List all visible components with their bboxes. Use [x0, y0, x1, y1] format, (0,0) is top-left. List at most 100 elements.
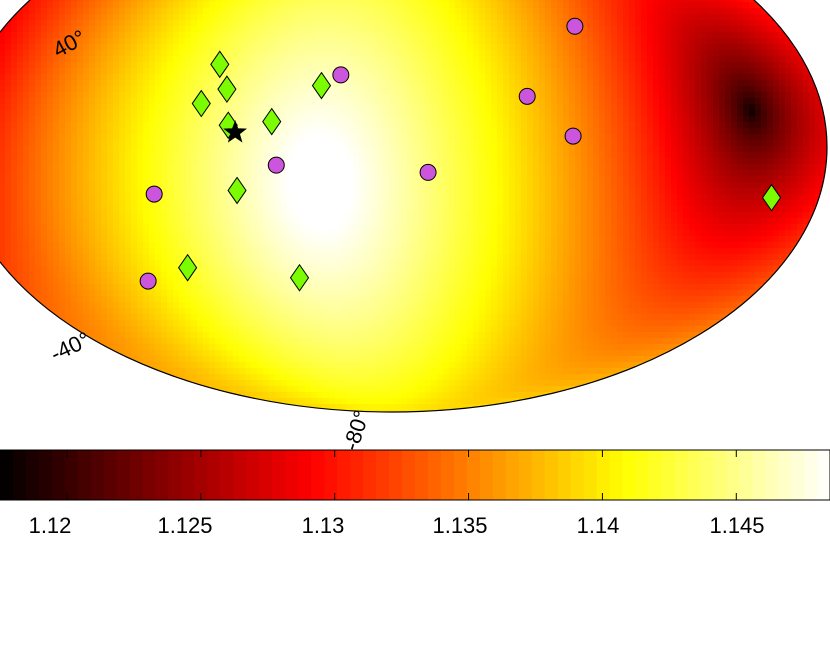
heatmap-cell	[809, 110, 816, 117]
heatmap-cell	[419, 26, 426, 33]
heatmap-cell	[671, 32, 678, 39]
heatmap-cell	[731, 122, 738, 129]
heatmap-cell	[347, 134, 354, 141]
heatmap-cell	[281, 56, 288, 63]
heatmap-cell	[29, 8, 36, 15]
heatmap-cell	[137, 62, 144, 69]
heatmap-cell	[803, 80, 810, 87]
heatmap-cell	[293, 98, 300, 105]
heatmap-cell	[23, 80, 30, 87]
heatmap-cell	[479, 98, 486, 105]
heatmap-cell	[329, 56, 336, 63]
heatmap-cell	[311, 38, 318, 45]
heatmap-cell	[719, 80, 726, 87]
heatmap-cell	[443, 128, 450, 135]
heatmap-cell	[167, 98, 174, 105]
heatmap-cell	[233, 50, 240, 57]
heatmap-cell	[335, 38, 342, 45]
heatmap-cell	[407, 32, 414, 39]
heatmap-cell	[401, 68, 408, 75]
heatmap-cell	[71, 56, 78, 63]
heatmap-cell	[701, 98, 708, 105]
heatmap-cell	[815, 80, 822, 87]
heatmap-cell	[779, 80, 786, 87]
heatmap-cell	[641, 50, 648, 57]
heatmap-cell	[551, 110, 558, 117]
heatmap-cell	[437, 56, 444, 63]
heatmap-cell	[611, 134, 618, 141]
heatmap-cell	[653, 80, 660, 87]
heatmap-cell	[293, 68, 300, 75]
heatmap-cell	[119, 98, 126, 105]
heatmap-cell	[341, 26, 348, 33]
heatmap-cell	[287, 20, 294, 27]
heatmap-cell	[551, 128, 558, 135]
heatmap-cell	[533, 44, 540, 51]
heatmap-cell	[29, 134, 36, 141]
heatmap-cell	[251, 14, 258, 21]
heatmap-cell	[755, 92, 762, 99]
heatmap-cell	[23, 14, 30, 21]
heatmap-cell	[689, 80, 696, 87]
heatmap-cell	[539, 128, 546, 135]
heatmap-cell	[413, 134, 420, 141]
heatmap-cell	[647, 44, 654, 51]
heatmap-cell	[545, 56, 552, 63]
heatmap-cell	[143, 128, 150, 135]
heatmap-cell	[65, 20, 72, 27]
heatmap-cell	[509, 74, 516, 81]
heatmap-cell	[449, 38, 456, 45]
heatmap-cell	[197, 116, 204, 123]
heatmap-cell	[167, 0, 174, 3]
heatmap-cell	[269, 104, 276, 111]
heatmap-cell	[149, 8, 156, 15]
heatmap-cell	[233, 62, 240, 69]
heatmap-cell	[365, 8, 372, 15]
heatmap-cell	[611, 128, 618, 135]
heatmap-cell	[581, 38, 588, 45]
heatmap-cell	[437, 26, 444, 33]
heatmap-cell	[143, 134, 150, 141]
heatmap-cell	[521, 68, 528, 75]
heatmap-cell	[737, 68, 744, 75]
heatmap-cell	[83, 110, 90, 117]
heatmap-cell	[209, 116, 216, 123]
heatmap-cell	[125, 92, 132, 99]
heatmap-cell	[227, 32, 234, 39]
heatmap-cell	[395, 116, 402, 123]
heatmap-cell	[71, 86, 78, 93]
heatmap-cell	[485, 2, 492, 9]
heatmap-cell	[371, 134, 378, 141]
heatmap-cell	[101, 128, 108, 135]
heatmap-cell	[17, 92, 24, 99]
heatmap-cell	[647, 92, 654, 99]
heatmap-cell	[749, 74, 756, 81]
heatmap-cell	[269, 14, 276, 21]
heatmap-cell	[437, 86, 444, 93]
heatmap-cell	[239, 62, 246, 69]
heatmap-cell	[131, 134, 138, 141]
heatmap-cell	[5, 104, 12, 111]
heatmap-cell	[209, 128, 216, 135]
heatmap-cell	[389, 14, 396, 21]
heatmap-cell	[365, 20, 372, 27]
heatmap-cell	[0, 62, 6, 69]
heatmap-cell	[425, 68, 432, 75]
heatmap-cell	[29, 50, 36, 57]
heatmap-cell	[311, 92, 318, 99]
heatmap-cell	[125, 80, 132, 87]
heatmap-cell	[725, 86, 732, 93]
heatmap-cell	[497, 116, 504, 123]
heatmap-cell	[377, 86, 384, 93]
heatmap-cell	[431, 122, 438, 129]
heatmap-cell	[635, 56, 642, 63]
heatmap-cell	[635, 86, 642, 93]
heatmap-cell	[323, 26, 330, 33]
heatmap-cell	[347, 68, 354, 75]
heatmap-cell	[599, 20, 606, 27]
heatmap-cell	[671, 56, 678, 63]
heatmap-cell	[605, 32, 612, 39]
heatmap-cell	[779, 62, 786, 69]
heatmap-cell	[191, 86, 198, 93]
heatmap-cell	[65, 50, 72, 57]
